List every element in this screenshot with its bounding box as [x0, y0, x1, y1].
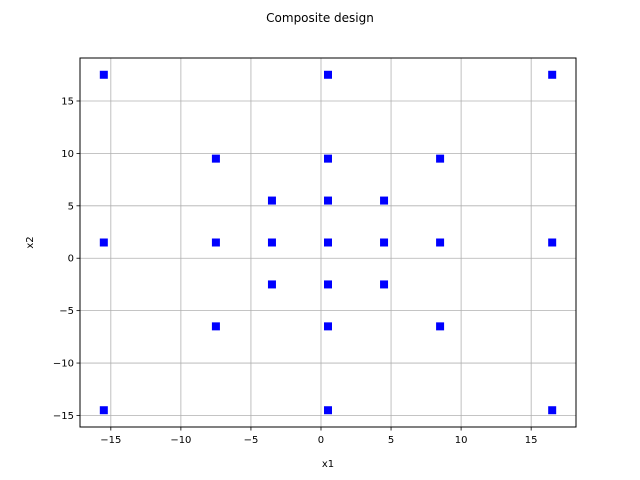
data-point	[267, 196, 276, 205]
x-axis-label: x1	[322, 459, 334, 470]
data-point	[436, 238, 445, 247]
x-axis-ticks: −15 −10 −5 0 5 10 15	[100, 427, 538, 446]
data-point	[380, 196, 389, 205]
data-point	[324, 406, 332, 415]
y-axis-ticks: −15 −10 −5 0 5 10 15	[53, 96, 80, 422]
x-tick-label: 0	[318, 435, 324, 446]
x-tick-label: −15	[100, 435, 121, 446]
plot-area-frame	[79, 57, 577, 428]
data-point	[324, 154, 332, 163]
x-tick-label: −10	[170, 435, 191, 446]
x-tick-label: 10	[455, 435, 468, 446]
y-tick-label: −15	[53, 411, 74, 422]
x-tick-label: 15	[525, 435, 538, 446]
data-point	[324, 280, 332, 289]
data-point	[324, 238, 332, 247]
data-point	[380, 238, 389, 247]
data-point	[99, 238, 108, 247]
data-point	[548, 70, 557, 79]
grid-lines	[80, 58, 576, 427]
data-point	[211, 154, 220, 163]
data-point	[267, 238, 276, 247]
data-points	[99, 70, 557, 415]
data-point	[211, 322, 220, 331]
chart-title: Composite design	[266, 11, 374, 25]
data-point	[436, 154, 445, 163]
data-point	[211, 238, 220, 247]
data-point	[99, 406, 108, 415]
y-axis-label: x2	[25, 236, 36, 248]
data-point	[548, 406, 557, 415]
x-tick-label: −5	[244, 435, 259, 446]
data-point	[380, 280, 389, 289]
x-tick-label: 5	[388, 435, 394, 446]
data-point	[324, 196, 332, 205]
y-tick-label: 0	[68, 254, 74, 265]
y-tick-label: 15	[61, 96, 74, 107]
data-point	[99, 70, 108, 79]
data-point	[436, 322, 445, 331]
data-point	[324, 70, 332, 79]
y-tick-label: 5	[68, 201, 74, 212]
y-tick-label: 10	[61, 149, 74, 160]
data-point	[548, 238, 557, 247]
data-point	[324, 322, 332, 331]
y-tick-label: −5	[59, 306, 74, 317]
data-point	[267, 280, 276, 289]
y-tick-label: −10	[53, 359, 74, 370]
